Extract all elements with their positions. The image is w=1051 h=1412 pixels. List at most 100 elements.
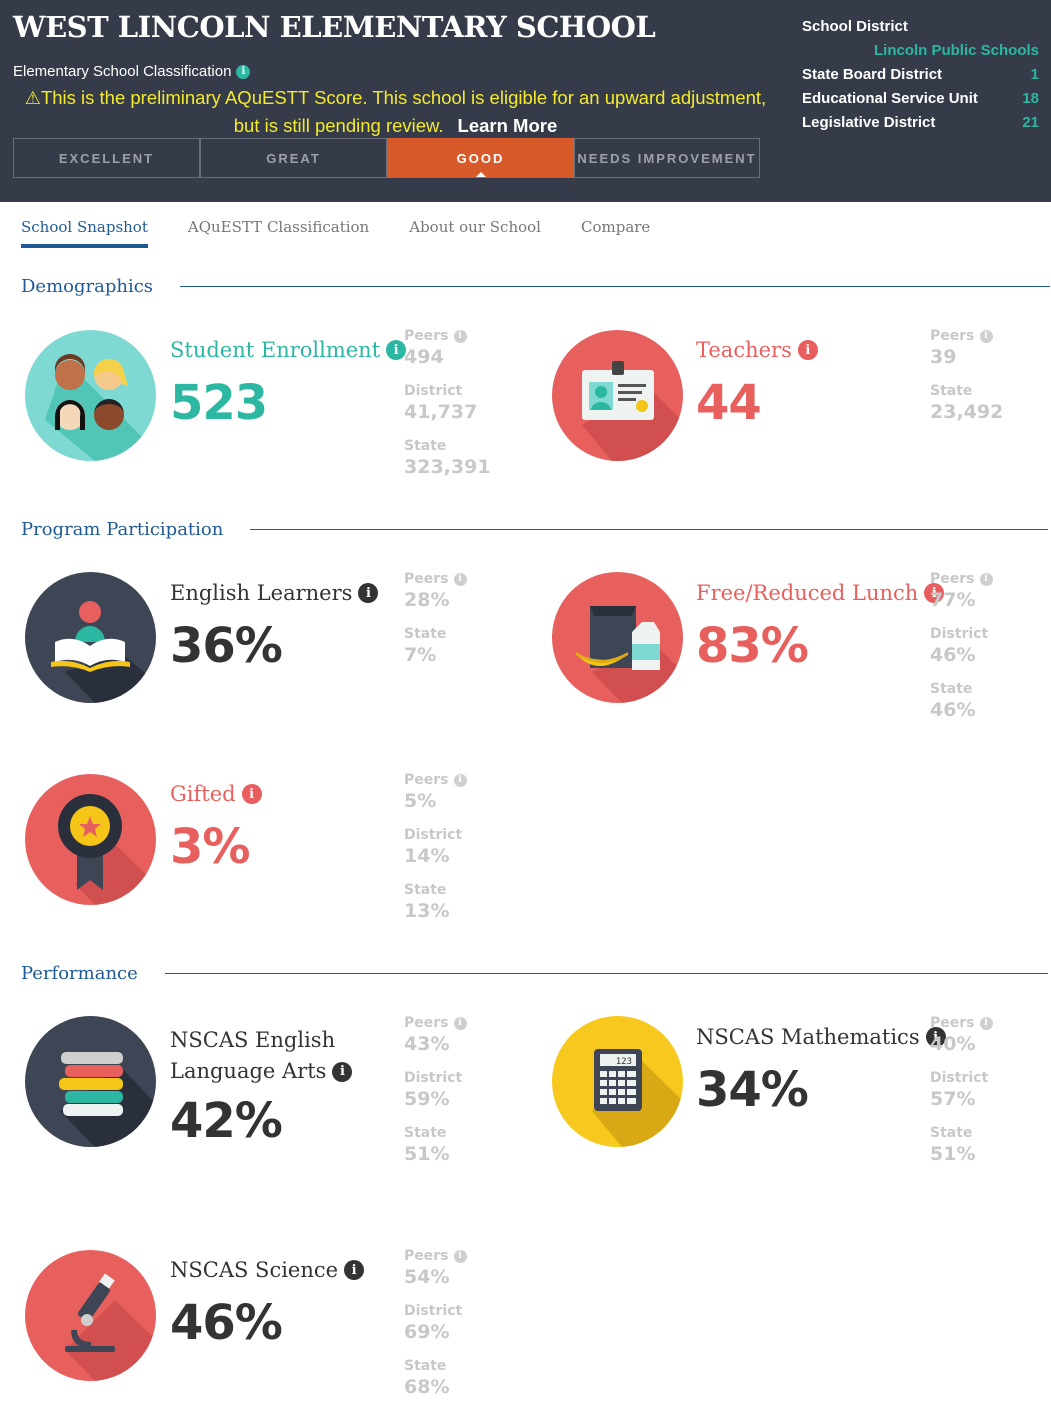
info-icon[interactable]: i [979, 1016, 993, 1030]
rating-excellent[interactable]: EXCELLENT [13, 138, 200, 178]
calculator-display: 123 [616, 1057, 632, 1067]
ela-value: 42% [170, 1093, 283, 1149]
info-icon[interactable]: i [453, 1016, 467, 1030]
rating-good[interactable]: GOOD [387, 138, 574, 178]
ela-label-line2: Language Arts [170, 1059, 327, 1083]
tab-aquestt-classification[interactable]: AQuESTT Classification [187, 218, 370, 236]
esu-value: 18 [1022, 89, 1039, 107]
info-icon[interactable]: i [453, 773, 467, 787]
compare-peers-value: 40% [930, 1033, 976, 1055]
english-learners-label-text: English Learners [170, 581, 353, 605]
info-icon[interactable]: i [925, 1027, 946, 1047]
tab-school-snapshot[interactable]: School Snapshot [21, 218, 148, 248]
gifted-value: 3% [170, 819, 250, 875]
compare-peers-value: 39 [930, 346, 957, 368]
compare-peers: Peers i 39 [930, 328, 1003, 383]
lunch-value: 83% [696, 618, 809, 674]
info-icon[interactable]: i [453, 572, 467, 586]
info-icon[interactable]: i [453, 329, 467, 343]
compare-peers-value: 77% [930, 589, 976, 611]
gifted-label: Gifted i [170, 782, 262, 806]
ela-label-line1: NSCAS English [170, 1028, 336, 1052]
compare-state-value: 46% [930, 699, 976, 721]
tab-about-our-school[interactable]: About our School [409, 218, 541, 236]
students-icon [25, 330, 156, 461]
info-icon[interactable]: i [236, 64, 251, 79]
state-board-label: State Board District [802, 65, 943, 83]
science-label: NSCAS Science i [170, 1258, 365, 1282]
program-title: Program Participation [21, 519, 224, 540]
id-card-icon [552, 330, 683, 461]
teachers-label: Teachers i [696, 338, 818, 362]
state-board-row: State Board District 1 [802, 62, 1039, 86]
math-label-text: NSCAS Mathematics [696, 1025, 920, 1049]
info-icon[interactable]: i [344, 1260, 365, 1280]
compare-district-value: 69% [404, 1321, 450, 1343]
compare-district: District 46% [930, 626, 993, 681]
school-district-row: School District [802, 14, 1039, 38]
compare-state-value: 23,492 [930, 401, 1004, 423]
info-icon[interactable]: i [924, 583, 945, 603]
compare-state-value: 51% [930, 1143, 976, 1165]
compare-state: State 51% [404, 1125, 467, 1180]
compare-district: District 59% [404, 1070, 467, 1125]
math-compare: Peers i 40% District 57% State 51% [930, 1015, 993, 1180]
legislative-label: Legislative District [802, 113, 936, 131]
compare-peers-value: 43% [404, 1033, 450, 1055]
info-icon[interactable]: i [979, 572, 993, 586]
compare-district: District 57% [930, 1070, 993, 1125]
books-icon [25, 1016, 156, 1147]
notice-text: This is the preliminary AQuESTT Score. T… [40, 87, 767, 136]
demographics-header: Demographics [21, 276, 1051, 297]
legislative-row: Legislative District 21 [802, 110, 1039, 134]
divider [250, 529, 1049, 530]
compare-district: District 41,737 [404, 383, 491, 438]
rating-great[interactable]: GREAT [200, 138, 387, 178]
demographics-title: Demographics [21, 276, 154, 297]
school-name: WEST LINCOLN ELEMENTARY SCHOOL [13, 10, 656, 44]
tab-compare[interactable]: Compare [580, 218, 651, 236]
calculator-icon: 123 [552, 1016, 683, 1147]
tab-bar: School Snapshot AQuESTT Classification A… [21, 218, 690, 248]
info-icon[interactable]: i [386, 340, 407, 360]
lunch-compare: Peers i 77% District 46% State 46% [930, 571, 993, 736]
divider [164, 973, 1048, 974]
compare-state: State 7% [404, 626, 467, 681]
ribbon-icon [25, 774, 156, 905]
science-value: 46% [170, 1295, 283, 1351]
school-district-value[interactable]: Lincoln Public Schools [873, 41, 1039, 59]
info-icon[interactable]: i [358, 583, 379, 603]
classification-label: Elementary School Classification i [13, 63, 251, 80]
learn-more-link[interactable]: Learn More [457, 115, 558, 136]
compare-state: State 323,391 [404, 438, 491, 478]
school-district-label: School District [802, 17, 908, 35]
microscope-icon [25, 1250, 156, 1381]
math-value: 34% [696, 1062, 809, 1118]
rating-needs-improvement[interactable]: NEEDS IMPROVEMENT [574, 138, 760, 178]
compare-peers: Peers i 494 [404, 328, 491, 383]
science-label-text: NSCAS Science [170, 1258, 339, 1282]
english-learners-label: English Learners i [170, 581, 379, 605]
compare-peers: Peers i 43% [404, 1015, 467, 1070]
performance-header: Performance [21, 963, 1048, 984]
info-icon[interactable]: i [797, 340, 818, 360]
enrollment-label: Student Enrollment i [170, 338, 407, 362]
compare-district-value: 41,737 [404, 401, 478, 423]
compare-state-value: 13% [404, 900, 450, 922]
compare-peers-value: 5% [404, 790, 437, 812]
compare-state: State 13% [404, 882, 467, 937]
divider [180, 286, 1051, 287]
teachers-value: 44 [696, 375, 762, 431]
compare-peers: Peers i 5% [404, 772, 467, 827]
lunch-label-text: Free/Reduced Lunch [696, 581, 919, 605]
esu-row: Educational Service Unit 18 [802, 86, 1039, 110]
info-icon[interactable]: i [979, 329, 993, 343]
compare-district-value: 14% [404, 845, 450, 867]
compare-state: State 51% [930, 1125, 993, 1180]
compare-district-value: 57% [930, 1088, 976, 1110]
enrollment-value: 523 [170, 375, 268, 431]
info-icon[interactable]: i [453, 1249, 467, 1263]
info-icon[interactable]: i [332, 1061, 353, 1082]
info-icon[interactable]: i [241, 784, 262, 804]
teachers-compare: Peers i 39 State 23,492 [930, 328, 1003, 438]
